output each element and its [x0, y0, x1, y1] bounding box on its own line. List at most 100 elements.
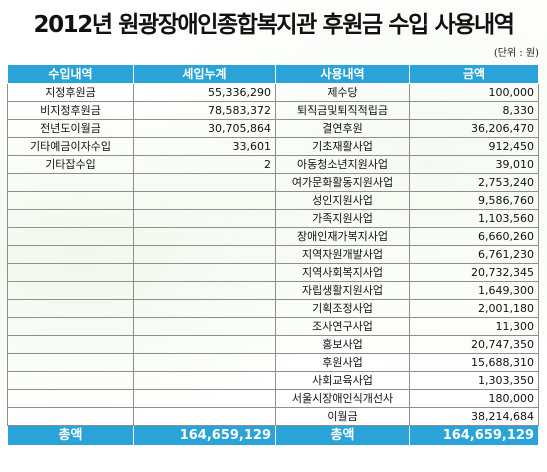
table-row: 여가문화활동지원사업 2,753,240: [7, 173, 539, 192]
usage-item-cell: 자립생활지원사업: [275, 281, 410, 300]
amount-cell: 180,000: [409, 389, 539, 408]
usage-item-cell: 가족지원사업: [275, 209, 410, 228]
income-item-cell: [7, 227, 134, 246]
income-item-cell: [7, 245, 134, 264]
unit-note: (단위 : 원): [493, 48, 539, 59]
amount-cell: 1,103,560: [409, 209, 539, 228]
header-income-total: 세입누계: [133, 64, 276, 84]
income-item-cell: [7, 281, 134, 300]
income-total-cell: [133, 263, 276, 282]
income-item-cell: [7, 191, 134, 210]
amount-cell: 1,649,300: [409, 281, 539, 300]
table-row: 기타예금이자수입 33,601 기초재활사업 912,450: [7, 137, 539, 156]
table-body: 지정후원금 55,336,290 제수당 100,000 비지정후원금 78,583,37…: [7, 83, 539, 426]
income-total-cell: [133, 407, 276, 426]
table-row: 후원사업 15,688,310: [7, 353, 539, 372]
total-income-value: 164,659,129: [133, 425, 276, 446]
income-total-cell: [133, 299, 276, 318]
amount-cell: 39,010: [409, 155, 539, 174]
income-total-cell: 30,705,864: [133, 119, 276, 138]
income-total-cell: [133, 389, 276, 408]
header-amount: 금액: [409, 64, 539, 84]
table-row: 서울시장애인식개선사 180,000: [7, 389, 539, 408]
income-total-cell: [133, 353, 276, 372]
income-item-cell: 기타잡수입: [7, 155, 134, 174]
usage-item-cell: 결연후원: [275, 119, 410, 138]
amount-cell: 2,001,180: [409, 299, 539, 318]
table-row: 조사연구사업 11,300: [7, 317, 539, 336]
income-total-cell: [133, 173, 276, 192]
income-total-cell: [133, 371, 276, 390]
amount-cell: 11,300: [409, 317, 539, 336]
donation-table: 수입내역 세입누계 사용내역 금액 지정후원금 55,336,290 제수당 100,…: [7, 64, 539, 446]
table-row: 사회교육사업 1,303,350: [7, 371, 539, 390]
header-row: 수입내역 세입누계 사용내역 금액: [7, 64, 539, 84]
amount-cell: 2,753,240: [409, 173, 539, 192]
total-label-right: 총액: [275, 425, 410, 446]
usage-item-cell: 아동청소년지원사업: [275, 155, 410, 174]
income-item-cell: [7, 209, 134, 228]
usage-item-cell: 성인지원사업: [275, 191, 410, 210]
income-item-cell: 전년도이월금: [7, 119, 134, 138]
table-row: 장애인재가복지사업 6,660,260: [7, 227, 539, 246]
table-row: 기획조정사업 2,001,180: [7, 299, 539, 318]
header-usage-item: 사용내역: [275, 64, 410, 84]
income-total-cell: 55,336,290: [133, 83, 276, 102]
income-total-cell: [133, 191, 276, 210]
amount-cell: 9,586,760: [409, 191, 539, 210]
amount-cell: 36,206,470: [409, 119, 539, 138]
table-row: 기타잡수입 2 아동청소년지원사업 39,010: [7, 155, 539, 174]
table-row: 지정후원금 55,336,290 제수당 100,000: [7, 83, 539, 102]
income-total-cell: [133, 317, 276, 336]
total-row: 총액 164,659,129 총액 164,659,129: [7, 425, 539, 446]
income-item-cell: [7, 389, 134, 408]
amount-cell: 6,660,260: [409, 227, 539, 246]
income-total-cell: 2: [133, 155, 276, 174]
income-item-cell: [7, 317, 134, 336]
income-total-cell: [133, 245, 276, 264]
income-item-cell: [7, 353, 134, 372]
amount-cell: 912,450: [409, 137, 539, 156]
income-item-cell: 지정후원금: [7, 83, 134, 102]
income-item-cell: [7, 371, 134, 390]
income-total-cell: 33,601: [133, 137, 276, 156]
header-income-item: 수입내역: [7, 64, 134, 84]
usage-item-cell: 퇴직금및퇴직적립금: [275, 101, 410, 120]
income-item-cell: [7, 299, 134, 318]
total-label-left: 총액: [7, 425, 134, 446]
income-item-cell: 비지정후원금: [7, 101, 134, 120]
usage-item-cell: 홍보사업: [275, 335, 410, 354]
table-row: 지역자원개발사업 6,761,230: [7, 245, 539, 264]
usage-item-cell: 사회교육사업: [275, 371, 410, 390]
income-total-cell: [133, 335, 276, 354]
amount-cell: 6,761,230: [409, 245, 539, 264]
amount-cell: 15,688,310: [409, 353, 539, 372]
table-row: 홍보사업 20,747,350: [7, 335, 539, 354]
usage-item-cell: 조사연구사업: [275, 317, 410, 336]
income-item-cell: [7, 173, 134, 192]
usage-item-cell: 기획조정사업: [275, 299, 410, 318]
table-row: 지역사회복지사업 20,732,345: [7, 263, 539, 282]
usage-item-cell: 여가문화활동지원사업: [275, 173, 410, 192]
table-row: 성인지원사업 9,586,760: [7, 191, 539, 210]
usage-item-cell: 이월금: [275, 407, 410, 426]
income-item-cell: [7, 407, 134, 426]
usage-item-cell: 장애인재가복지사업: [275, 227, 410, 246]
usage-item-cell: 지역자원개발사업: [275, 245, 410, 264]
amount-cell: 8,330: [409, 101, 539, 120]
income-total-cell: 78,583,372: [133, 101, 276, 120]
table-row: 전년도이월금 30,705,864 결연후원 36,206,470: [7, 119, 539, 138]
table-row: 이월금 38,214,684: [7, 407, 539, 426]
income-item-cell: [7, 263, 134, 282]
table-row: 가족지원사업 1,103,560: [7, 209, 539, 228]
income-total-cell: [133, 281, 276, 300]
table-row: 자립생활지원사업 1,649,300: [7, 281, 539, 300]
income-item-cell: 기타예금이자수입: [7, 137, 134, 156]
page-title: 2012년 원광장애인종합복지관 후원금 수입 사용내역: [33, 12, 514, 38]
usage-item-cell: 지역사회복지사업: [275, 263, 410, 282]
usage-item-cell: 제수당: [275, 83, 410, 102]
usage-item-cell: 기초재활사업: [275, 137, 410, 156]
amount-cell: 20,747,350: [409, 335, 539, 354]
amount-cell: 38,214,684: [409, 407, 539, 426]
